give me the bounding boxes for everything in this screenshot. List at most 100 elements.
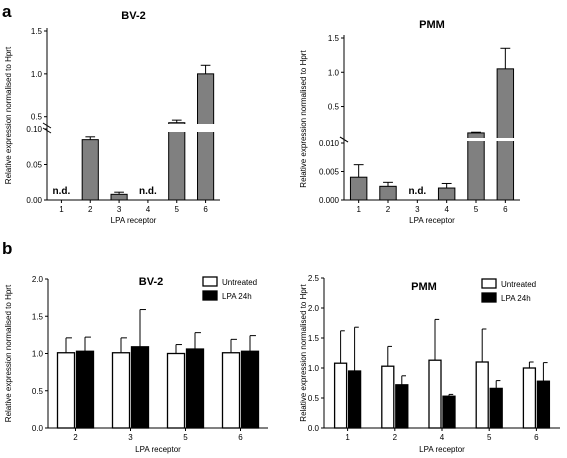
panel-letter-b: b bbox=[2, 239, 12, 258]
x-axis-label: LPA receptor bbox=[419, 445, 465, 454]
bar bbox=[381, 365, 395, 429]
y-tick-label: 1.5 bbox=[31, 27, 43, 36]
axis-break-mark bbox=[339, 136, 349, 143]
bar bbox=[130, 346, 150, 429]
x-tick-label: 1 bbox=[345, 433, 350, 442]
chart-title: PMM bbox=[419, 19, 445, 31]
nd-label: n.d. bbox=[53, 186, 71, 197]
bar bbox=[56, 352, 76, 429]
y-tick-label: 0.0 bbox=[32, 424, 44, 433]
bar bbox=[166, 352, 186, 429]
bar bbox=[197, 73, 215, 201]
y-tick-label: 2.0 bbox=[308, 304, 320, 313]
y-tick-label: 0.005 bbox=[319, 168, 340, 177]
bar bbox=[110, 193, 128, 201]
y-tick-label: 2.5 bbox=[308, 274, 320, 283]
x-tick-label: 4 bbox=[440, 433, 445, 442]
y-axis-label: Relative expression normalised to Hprt bbox=[4, 46, 13, 184]
axis-break-mark bbox=[42, 122, 52, 129]
y-tick-label: 0.5 bbox=[328, 103, 340, 112]
bar bbox=[75, 350, 95, 429]
bar bbox=[522, 367, 537, 429]
y-tick-label: 1.0 bbox=[31, 70, 43, 79]
x-tick-label: 3 bbox=[117, 205, 122, 214]
x-tick-label: 5 bbox=[487, 433, 492, 442]
y-tick-label: 1.5 bbox=[308, 334, 320, 343]
chart-title: BV-2 bbox=[139, 276, 163, 288]
x-tick-label: 6 bbox=[203, 205, 208, 214]
bar bbox=[489, 387, 503, 429]
bar bbox=[437, 187, 456, 201]
y-tick-label: 1.5 bbox=[32, 312, 44, 321]
x-tick-label: 5 bbox=[175, 205, 180, 214]
bar bbox=[185, 348, 205, 429]
bar-break-gap bbox=[196, 124, 215, 132]
x-tick-label: 1 bbox=[356, 205, 361, 214]
bar bbox=[81, 139, 99, 201]
nd-label: n.d. bbox=[408, 186, 426, 197]
bar bbox=[395, 384, 409, 429]
bar bbox=[536, 380, 551, 429]
y-axis-label: Relative expression normalised to Hprt bbox=[299, 284, 308, 422]
legend-swatch bbox=[202, 276, 218, 287]
y-tick-label: 0.5 bbox=[31, 113, 43, 122]
bar bbox=[428, 359, 442, 429]
bar bbox=[333, 362, 348, 429]
chart-title: PMM bbox=[411, 281, 437, 293]
y-tick-label: 1.5 bbox=[328, 34, 340, 43]
y-tick-label: 0.0 bbox=[308, 424, 320, 433]
x-tick-label: 6 bbox=[238, 433, 243, 442]
x-tick-label: 5 bbox=[474, 205, 479, 214]
chart-b-pmm: PMM 0.0 0.5 1.0 1.5 2.0 2.5 1 2 4 5 6 Untreated LPA 2… bbox=[299, 274, 560, 454]
bar bbox=[467, 132, 485, 201]
y-tick-label: 0.000 bbox=[319, 196, 340, 205]
bar bbox=[442, 395, 456, 429]
y-tick-label: 1.0 bbox=[32, 350, 44, 359]
x-tick-label: 2 bbox=[393, 433, 398, 442]
y-axis-label: Relative expression normalised to Hprt bbox=[299, 50, 308, 188]
x-axis-label: LPA receptor bbox=[135, 445, 181, 454]
x-tick-label: 6 bbox=[534, 433, 539, 442]
legend-label: LPA 24h bbox=[501, 294, 531, 303]
y-tick-label: 1.0 bbox=[328, 68, 340, 77]
legend-swatch bbox=[202, 290, 218, 301]
bar bbox=[475, 361, 489, 429]
chart-title: BV-2 bbox=[121, 10, 145, 22]
legend-label: LPA 24h bbox=[222, 292, 252, 301]
panel-letter-a: a bbox=[2, 2, 12, 21]
x-axis-label: LPA receptor bbox=[409, 216, 455, 225]
legend-swatch bbox=[481, 278, 497, 289]
legend-label: Untreated bbox=[501, 280, 536, 289]
chart-a-bv2: BV-2 0.00 0.05 0.10 0.5 1.0 1.5 1 n.d. 2 3 4 n.d. 5 6 L… bbox=[4, 10, 220, 225]
bar bbox=[347, 370, 362, 429]
x-tick-label: 3 bbox=[128, 433, 133, 442]
x-axis-label: LPA receptor bbox=[111, 216, 157, 225]
bar-break-gap bbox=[167, 124, 186, 132]
y-tick-label: 2.0 bbox=[32, 275, 44, 284]
y-axis-label: Relative expression normalised to Hprt bbox=[4, 284, 13, 422]
x-tick-label: 4 bbox=[444, 205, 449, 214]
x-tick-label: 1 bbox=[59, 205, 64, 214]
y-tick-label: 0.010 bbox=[319, 139, 340, 148]
x-tick-label: 5 bbox=[183, 433, 188, 442]
nd-label: n.d. bbox=[139, 186, 157, 197]
x-tick-label: 2 bbox=[73, 433, 78, 442]
bar bbox=[349, 176, 368, 201]
x-tick-label: 4 bbox=[146, 205, 151, 214]
y-tick-label: 1.0 bbox=[308, 364, 320, 373]
x-tick-label: 2 bbox=[88, 205, 93, 214]
bar bbox=[168, 122, 186, 201]
chart-b-bv2: BV-2 0.0 0.5 1.0 1.5 2.0 2 3 5 6 Untreated LPA 24h L… bbox=[4, 275, 268, 454]
bar bbox=[496, 68, 515, 201]
x-tick-label: 2 bbox=[386, 205, 391, 214]
y-tick-label: 0.5 bbox=[308, 394, 320, 403]
y-tick-label: 0.00 bbox=[26, 196, 42, 205]
bar-break-gap bbox=[466, 138, 486, 141]
legend-label: Untreated bbox=[222, 278, 257, 287]
bar bbox=[221, 352, 241, 429]
legend-swatch bbox=[481, 292, 497, 303]
x-tick-label: 3 bbox=[415, 205, 420, 214]
bar-break-gap bbox=[496, 138, 515, 141]
bar bbox=[379, 185, 397, 201]
